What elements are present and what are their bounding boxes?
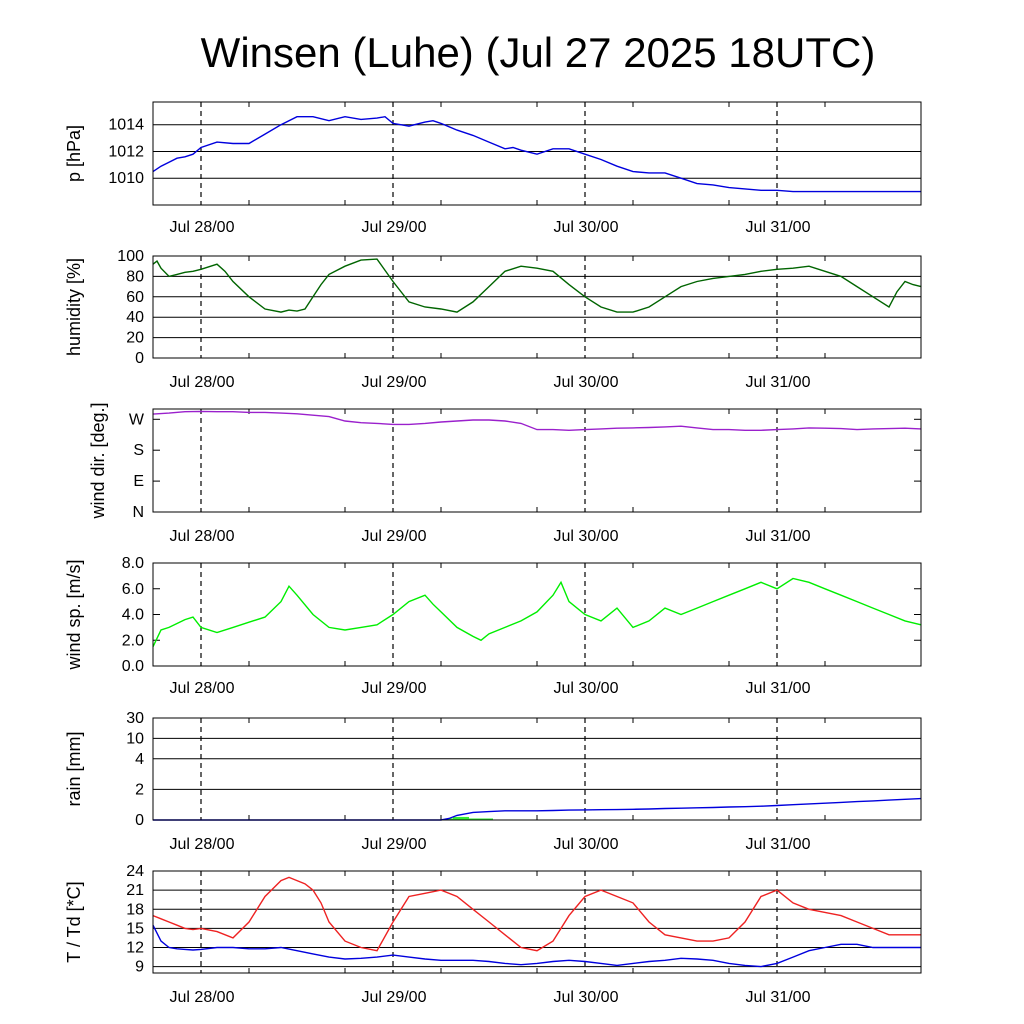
xtick-label: Jul 30/00 (554, 374, 619, 391)
rain-bar (461, 816, 469, 820)
xtick-label: Jul 31/00 (746, 680, 811, 697)
rain-series-0 (153, 797, 922, 821)
ytick-label: 8.0 (122, 555, 144, 572)
ytick-label: 80 (126, 268, 144, 285)
ytick-label: S (133, 442, 144, 459)
panel-frame (152, 101, 922, 206)
pressure-series-0 (152, 115, 921, 193)
ytick-label: 0 (135, 812, 144, 829)
panel-frame (152, 255, 922, 359)
ytick-label: E (133, 473, 144, 490)
xtick-label: Jul 28/00 (170, 836, 235, 853)
xtick-label: Jul 30/00 (554, 836, 619, 853)
y-axis-label: T / Td [*C] (64, 881, 84, 962)
ytick-label: 2.0 (122, 632, 144, 649)
xtick-label: Jul 30/00 (554, 528, 619, 545)
xtick-label: Jul 28/00 (170, 989, 235, 1006)
ytick-label: 4 (135, 751, 144, 768)
ytick-label: 9 (135, 959, 144, 976)
xtick-label: Jul 28/00 (170, 680, 235, 697)
panel-pressure: 1010 1012 1014 p [hPa] Jul 28/00 Jul 29/00 Jul… (64, 101, 922, 236)
ytick-label: 1010 (108, 170, 144, 187)
xtick-label: Jul 29/00 (362, 680, 427, 697)
xtick-label: Jul 29/00 (362, 989, 427, 1006)
ytick-label: 2 (135, 781, 144, 798)
rain-bar (453, 816, 461, 820)
y-axis-label: wind dir. [deg.] (88, 402, 108, 519)
rain-bar (485, 818, 493, 820)
ytick-label: 4.0 (122, 607, 144, 624)
rain-bar (477, 818, 485, 820)
panel-frame (152, 408, 922, 513)
xtick-label: Jul 31/00 (746, 374, 811, 391)
ytick-label: 18 (126, 901, 144, 918)
xtick-label: Jul 28/00 (170, 374, 235, 391)
humidity-series-0 (152, 258, 922, 313)
ytick-label: 6.0 (122, 581, 144, 598)
panel-frame (152, 717, 922, 821)
ytick-label: W (129, 411, 145, 428)
xtick-label: Jul 31/00 (746, 989, 811, 1006)
xtick-label: Jul 30/00 (554, 989, 619, 1006)
wind_direction-series-0 (152, 410, 922, 432)
y-axis-label: humidity [%] (64, 258, 84, 356)
rain-bar (445, 818, 453, 820)
ytick-label: 20 (126, 330, 144, 347)
xtick-label: Jul 31/00 (746, 528, 811, 545)
ytick-label: 21 (126, 882, 144, 899)
panel-wind_speed: 0.0 2.0 4.0 6.0 8.0 wind sp. [m/s] Jul 28/00 Ju… (64, 555, 922, 697)
ytick-label: 60 (126, 289, 144, 306)
ytick-label: 12 (126, 940, 144, 957)
wind_speed-series-0 (152, 577, 922, 648)
rain-bar (469, 818, 477, 820)
temperature-series-1 (152, 924, 921, 968)
xtick-label: Jul 28/00 (170, 528, 235, 545)
panel-temperature: 9 12 15 18 21 24 T / Td [*C] Jul 28/00 Jul 29/00… (64, 863, 922, 1006)
ytick-label: 40 (126, 309, 144, 326)
ytick-label: 24 (126, 863, 144, 880)
ytick-label: 30 (126, 710, 144, 727)
xtick-label: Jul 31/00 (746, 219, 811, 236)
ytick-label: 1012 (108, 143, 144, 160)
panel-rain: 0 2 4 10 30 rain [mm] Jul 28/00 Jul 29/00 Jul 30… (64, 710, 922, 853)
ytick-label: 0.0 (122, 658, 144, 675)
chart-title: Winsen (Luhe) (Jul 27 2025 18UTC) (201, 29, 876, 76)
xtick-label: Jul 31/00 (746, 836, 811, 853)
ytick-label: 15 (126, 920, 144, 937)
ytick-label: N (132, 504, 144, 521)
xtick-label: Jul 28/00 (170, 219, 235, 236)
panel-frame (152, 562, 922, 667)
xtick-label: Jul 29/00 (362, 528, 427, 545)
temperature-series-0 (152, 876, 921, 952)
xtick-label: Jul 29/00 (362, 836, 427, 853)
ytick-label: 10 (126, 730, 144, 747)
y-axis-label: rain [mm] (64, 731, 84, 806)
xtick-label: Jul 29/00 (362, 219, 427, 236)
ytick-label: 100 (117, 248, 144, 265)
y-axis-label: p [hPa] (64, 125, 84, 182)
xtick-label: Jul 30/00 (554, 680, 619, 697)
xtick-label: Jul 29/00 (362, 374, 427, 391)
xtick-label: Jul 30/00 (554, 219, 619, 236)
ytick-label: 0 (135, 350, 144, 367)
panel-humidity: 0 20 40 60 80 100 humidity [%] Jul 28/00 Jul 29/… (64, 248, 922, 391)
y-axis-label: wind sp. [m/s] (64, 559, 84, 670)
panel-frame (152, 870, 922, 974)
ytick-label: 1014 (108, 117, 144, 134)
